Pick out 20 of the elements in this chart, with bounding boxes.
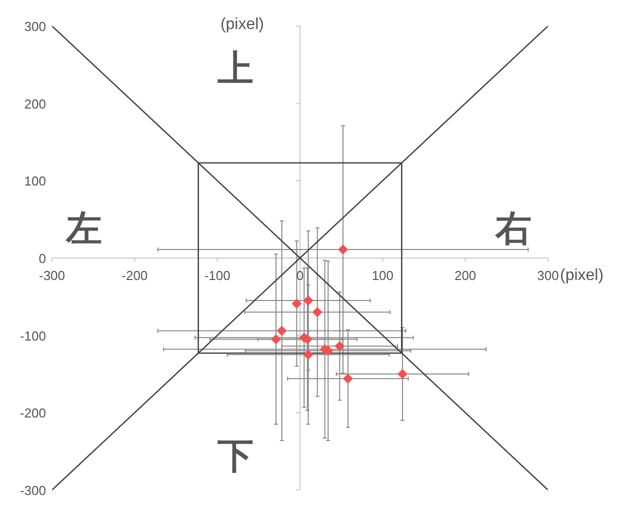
y-tick-label: 100 bbox=[24, 174, 46, 189]
annotation: 下 bbox=[218, 434, 254, 476]
y-tick-label: 200 bbox=[24, 96, 46, 112]
x-axis-title: (pixel) bbox=[560, 267, 604, 284]
x-tick-label: 200 bbox=[454, 268, 476, 283]
annotation: 右 bbox=[494, 208, 532, 249]
y-tick-label: 300 bbox=[24, 19, 46, 34]
annotation: 上 bbox=[218, 47, 254, 88]
y-tick-label: 0 bbox=[38, 251, 46, 266]
y-tick-label: -100 bbox=[20, 328, 46, 344]
x-tick-label: -100 bbox=[204, 268, 230, 283]
y-tick-label: -300 bbox=[20, 483, 46, 498]
annotation: 左 bbox=[65, 208, 102, 249]
x-tick-label: -300 bbox=[38, 268, 66, 283]
x-tick-label: 0 bbox=[296, 268, 304, 283]
x-tick-label: 100 bbox=[372, 268, 394, 283]
x-tick-label: 300 bbox=[537, 268, 559, 283]
y-axis-title: (pixel) bbox=[220, 16, 264, 33]
x-tick-label: -200 bbox=[122, 268, 148, 283]
y-tick-label: -200 bbox=[20, 406, 46, 421]
